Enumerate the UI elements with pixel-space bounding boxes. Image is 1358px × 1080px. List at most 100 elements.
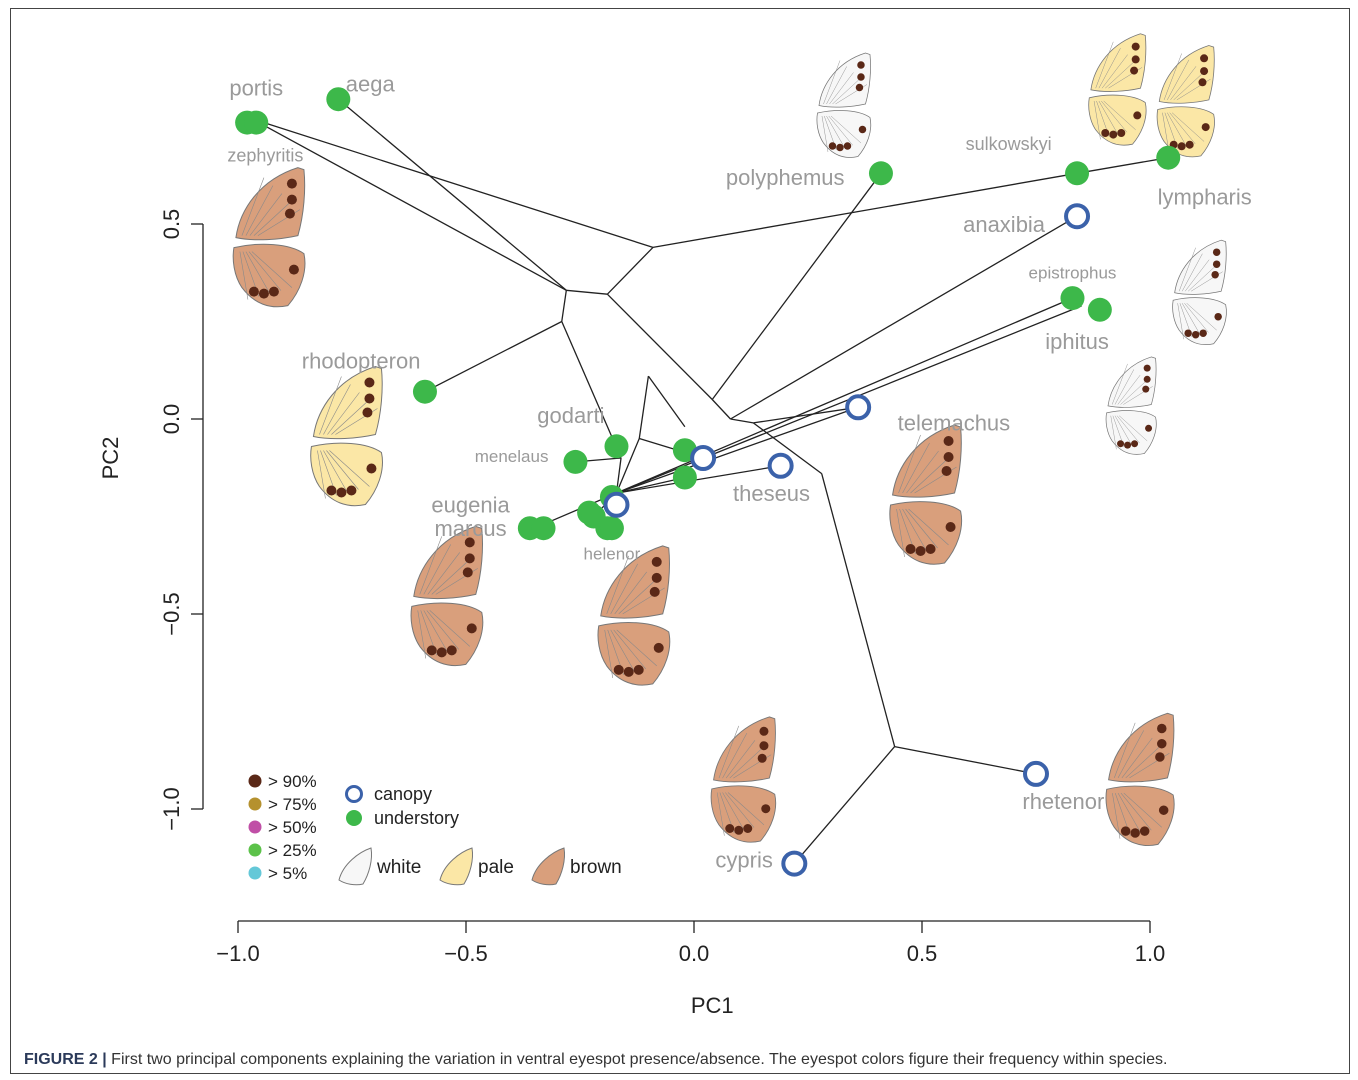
- eyespot: [1142, 385, 1150, 393]
- wing-vein: [902, 508, 927, 552]
- wing-vein: [1110, 415, 1117, 450]
- legend-freq-label: > 75%: [268, 795, 317, 814]
- eyespot: [1109, 130, 1118, 139]
- wing-vein: [727, 792, 765, 826]
- wing-white: [1105, 356, 1157, 455]
- wing-vein: [1095, 41, 1114, 89]
- wing-vein: [1188, 265, 1217, 292]
- wing-vein: [1169, 112, 1196, 145]
- eyespot: [757, 753, 767, 763]
- eyespot: [1143, 364, 1151, 372]
- eyespot: [1200, 67, 1209, 76]
- eyespot: [288, 264, 299, 275]
- wing-vein: [606, 555, 630, 615]
- wing-vein: [1114, 369, 1135, 405]
- x-tick-label: 0.5: [907, 941, 938, 966]
- network-edge: [561, 290, 567, 322]
- wing-brown: [889, 424, 963, 565]
- wing-vein: [1186, 303, 1217, 331]
- legend-freq-label: > 25%: [268, 841, 317, 860]
- wing-vein: [902, 442, 930, 494]
- eyespot: [364, 377, 375, 388]
- wing-vein: [253, 201, 292, 236]
- species-label: lympharis: [1158, 185, 1252, 210]
- wing-vein: [431, 560, 469, 595]
- network-edge: [730, 215, 1078, 420]
- eyespot: [1212, 248, 1221, 256]
- wing-vein: [1105, 60, 1136, 89]
- legend-wing-label: brown: [570, 857, 622, 878]
- eyespot: [336, 487, 347, 498]
- network-edge: [251, 118, 654, 249]
- wing-vein: [826, 115, 845, 148]
- eyespot: [761, 804, 771, 814]
- wing-vein: [245, 185, 274, 236]
- understory-point: [531, 516, 556, 541]
- eyespot: [649, 586, 660, 597]
- network-edge: [793, 746, 896, 865]
- eyespot: [1200, 54, 1209, 63]
- wing-vein: [610, 563, 638, 615]
- eyespot: [828, 142, 837, 150]
- species-labels: portis aega zephyritis polyphemus sulkowskyi…: [227, 71, 1251, 872]
- legend-freq-label: > 50%: [268, 818, 317, 837]
- eyespot: [1155, 752, 1165, 762]
- eyespot: [436, 647, 447, 658]
- species-label: iphitus: [1045, 329, 1109, 354]
- wing-vein: [722, 792, 745, 831]
- eyespot: [1184, 329, 1192, 337]
- legend-freq-swatch: [248, 797, 262, 811]
- legend: > 90% > 75% > 50% > 25% > 5% canopy understory…: [248, 772, 622, 886]
- legend-wing-white: [338, 847, 372, 886]
- wing-vein: [1178, 247, 1196, 292]
- wing-vein: [821, 115, 829, 153]
- eyespot: [1131, 55, 1140, 64]
- wing-vein: [908, 508, 949, 546]
- understory-point: [599, 516, 624, 541]
- wing-vein: [604, 629, 614, 678]
- legend-wing-shape: [338, 847, 372, 886]
- eyespot: [1143, 375, 1151, 383]
- wing-brown: [232, 167, 306, 308]
- y-tick-label: −0.5: [159, 592, 184, 635]
- pca-scatter-chart: portis aega zephyritis polyphemus sulkowskyi…: [98, 33, 1252, 1018]
- wing-vein: [1123, 792, 1162, 828]
- canopy-point: [1064, 203, 1091, 230]
- network-edge: [652, 172, 1078, 249]
- wing-pale: [1156, 45, 1215, 158]
- understory-point: [326, 87, 351, 112]
- wing-vein: [1103, 100, 1136, 130]
- eyespot: [1145, 424, 1153, 432]
- wing-vein: [906, 450, 939, 494]
- network-edge: [647, 375, 686, 428]
- species-label: cypris: [715, 848, 772, 873]
- eyespot: [915, 546, 926, 556]
- wing-vein: [326, 450, 359, 490]
- wing-vein: [905, 508, 938, 549]
- wing-vein: [898, 434, 921, 494]
- wing-vein: [327, 392, 360, 435]
- canopy-point: [1023, 760, 1049, 787]
- caption-text: First two principal components explainin…: [111, 1051, 1168, 1068]
- wing-vein: [1101, 54, 1128, 89]
- eyespot: [326, 485, 337, 496]
- wing-vein: [241, 177, 265, 236]
- legend-wing-shape: [439, 847, 473, 886]
- wing-illustrations: [232, 33, 1227, 846]
- eyespot: [857, 73, 865, 81]
- species-label: zephyritis: [227, 146, 303, 166]
- wing-vein: [1101, 100, 1128, 133]
- wing-vein: [1117, 374, 1141, 405]
- wing-vein: [245, 251, 271, 294]
- species-label: eugenia: [431, 493, 510, 518]
- wing-vein: [323, 450, 348, 493]
- wing-vein: [1111, 363, 1128, 405]
- wing-vein: [1170, 66, 1197, 101]
- eyespot: [759, 726, 769, 736]
- wing-white: [1172, 239, 1227, 345]
- legend-freq-swatch: [248, 820, 262, 834]
- wing-vein: [1119, 415, 1148, 442]
- wing-vein: [1171, 112, 1205, 142]
- x-tick-label: 1.0: [1135, 941, 1166, 966]
- wing-brown: [710, 716, 777, 843]
